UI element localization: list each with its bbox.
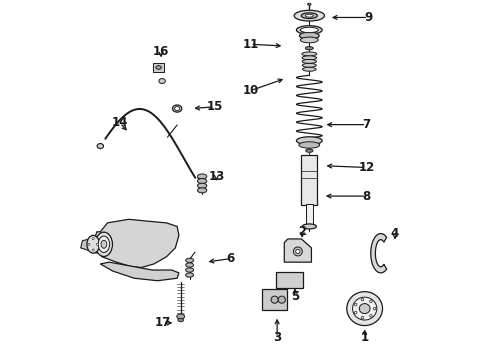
- Ellipse shape: [197, 183, 207, 188]
- Text: 6: 6: [226, 252, 235, 265]
- Ellipse shape: [369, 315, 372, 317]
- Ellipse shape: [294, 247, 302, 256]
- Ellipse shape: [197, 179, 207, 184]
- Ellipse shape: [97, 243, 98, 246]
- Text: 13: 13: [208, 170, 224, 183]
- Ellipse shape: [271, 296, 278, 303]
- Text: 14: 14: [112, 116, 128, 129]
- Ellipse shape: [301, 13, 318, 18]
- Ellipse shape: [92, 249, 94, 251]
- Ellipse shape: [305, 14, 313, 17]
- Polygon shape: [262, 289, 287, 310]
- Ellipse shape: [373, 307, 376, 310]
- Ellipse shape: [197, 188, 207, 193]
- Ellipse shape: [178, 318, 184, 322]
- Ellipse shape: [306, 149, 313, 152]
- Text: 8: 8: [362, 190, 370, 203]
- Ellipse shape: [302, 52, 317, 56]
- Ellipse shape: [88, 243, 90, 246]
- Ellipse shape: [308, 3, 311, 5]
- Ellipse shape: [198, 175, 205, 180]
- Ellipse shape: [302, 67, 316, 71]
- Ellipse shape: [302, 63, 316, 67]
- Bar: [306, 204, 313, 225]
- Ellipse shape: [174, 107, 180, 111]
- Text: 4: 4: [391, 227, 399, 240]
- Ellipse shape: [96, 232, 113, 256]
- Ellipse shape: [296, 137, 322, 145]
- Ellipse shape: [369, 300, 372, 303]
- Polygon shape: [276, 272, 303, 288]
- Polygon shape: [284, 239, 312, 262]
- Polygon shape: [371, 234, 387, 273]
- Text: 9: 9: [364, 11, 372, 24]
- Text: 1: 1: [361, 331, 369, 344]
- Ellipse shape: [186, 268, 194, 272]
- Polygon shape: [81, 237, 102, 253]
- Text: 12: 12: [358, 161, 374, 174]
- Ellipse shape: [101, 240, 107, 248]
- Text: 15: 15: [206, 100, 223, 113]
- Ellipse shape: [302, 56, 317, 60]
- Ellipse shape: [172, 105, 182, 112]
- Ellipse shape: [352, 297, 377, 320]
- Text: 16: 16: [153, 45, 169, 58]
- Ellipse shape: [186, 273, 194, 277]
- Text: 7: 7: [363, 118, 370, 131]
- Ellipse shape: [354, 311, 357, 314]
- Ellipse shape: [361, 298, 364, 301]
- Ellipse shape: [296, 26, 322, 34]
- Ellipse shape: [156, 66, 161, 69]
- Polygon shape: [153, 63, 164, 72]
- Ellipse shape: [302, 224, 317, 229]
- Ellipse shape: [300, 37, 318, 43]
- Text: 3: 3: [273, 331, 281, 344]
- Ellipse shape: [347, 292, 383, 325]
- Ellipse shape: [305, 46, 313, 50]
- Polygon shape: [100, 262, 179, 281]
- Ellipse shape: [361, 316, 364, 319]
- Text: 17: 17: [155, 316, 171, 329]
- Ellipse shape: [97, 144, 103, 149]
- Ellipse shape: [296, 249, 300, 253]
- Ellipse shape: [299, 142, 319, 148]
- Ellipse shape: [87, 235, 99, 253]
- Text: 10: 10: [242, 84, 259, 97]
- Ellipse shape: [302, 59, 317, 63]
- Ellipse shape: [299, 32, 319, 39]
- Ellipse shape: [278, 296, 285, 303]
- Polygon shape: [93, 219, 179, 267]
- Ellipse shape: [98, 236, 110, 252]
- Ellipse shape: [300, 27, 318, 33]
- Ellipse shape: [177, 314, 185, 319]
- Text: 11: 11: [242, 38, 259, 51]
- Ellipse shape: [359, 303, 370, 314]
- Text: 2: 2: [298, 225, 306, 238]
- Ellipse shape: [354, 303, 357, 306]
- Ellipse shape: [92, 238, 94, 240]
- Text: 5: 5: [291, 289, 299, 303]
- Ellipse shape: [159, 78, 165, 84]
- Ellipse shape: [186, 263, 194, 267]
- Ellipse shape: [186, 258, 194, 262]
- Bar: [301, 155, 317, 205]
- Ellipse shape: [294, 10, 324, 21]
- Ellipse shape: [197, 174, 207, 179]
